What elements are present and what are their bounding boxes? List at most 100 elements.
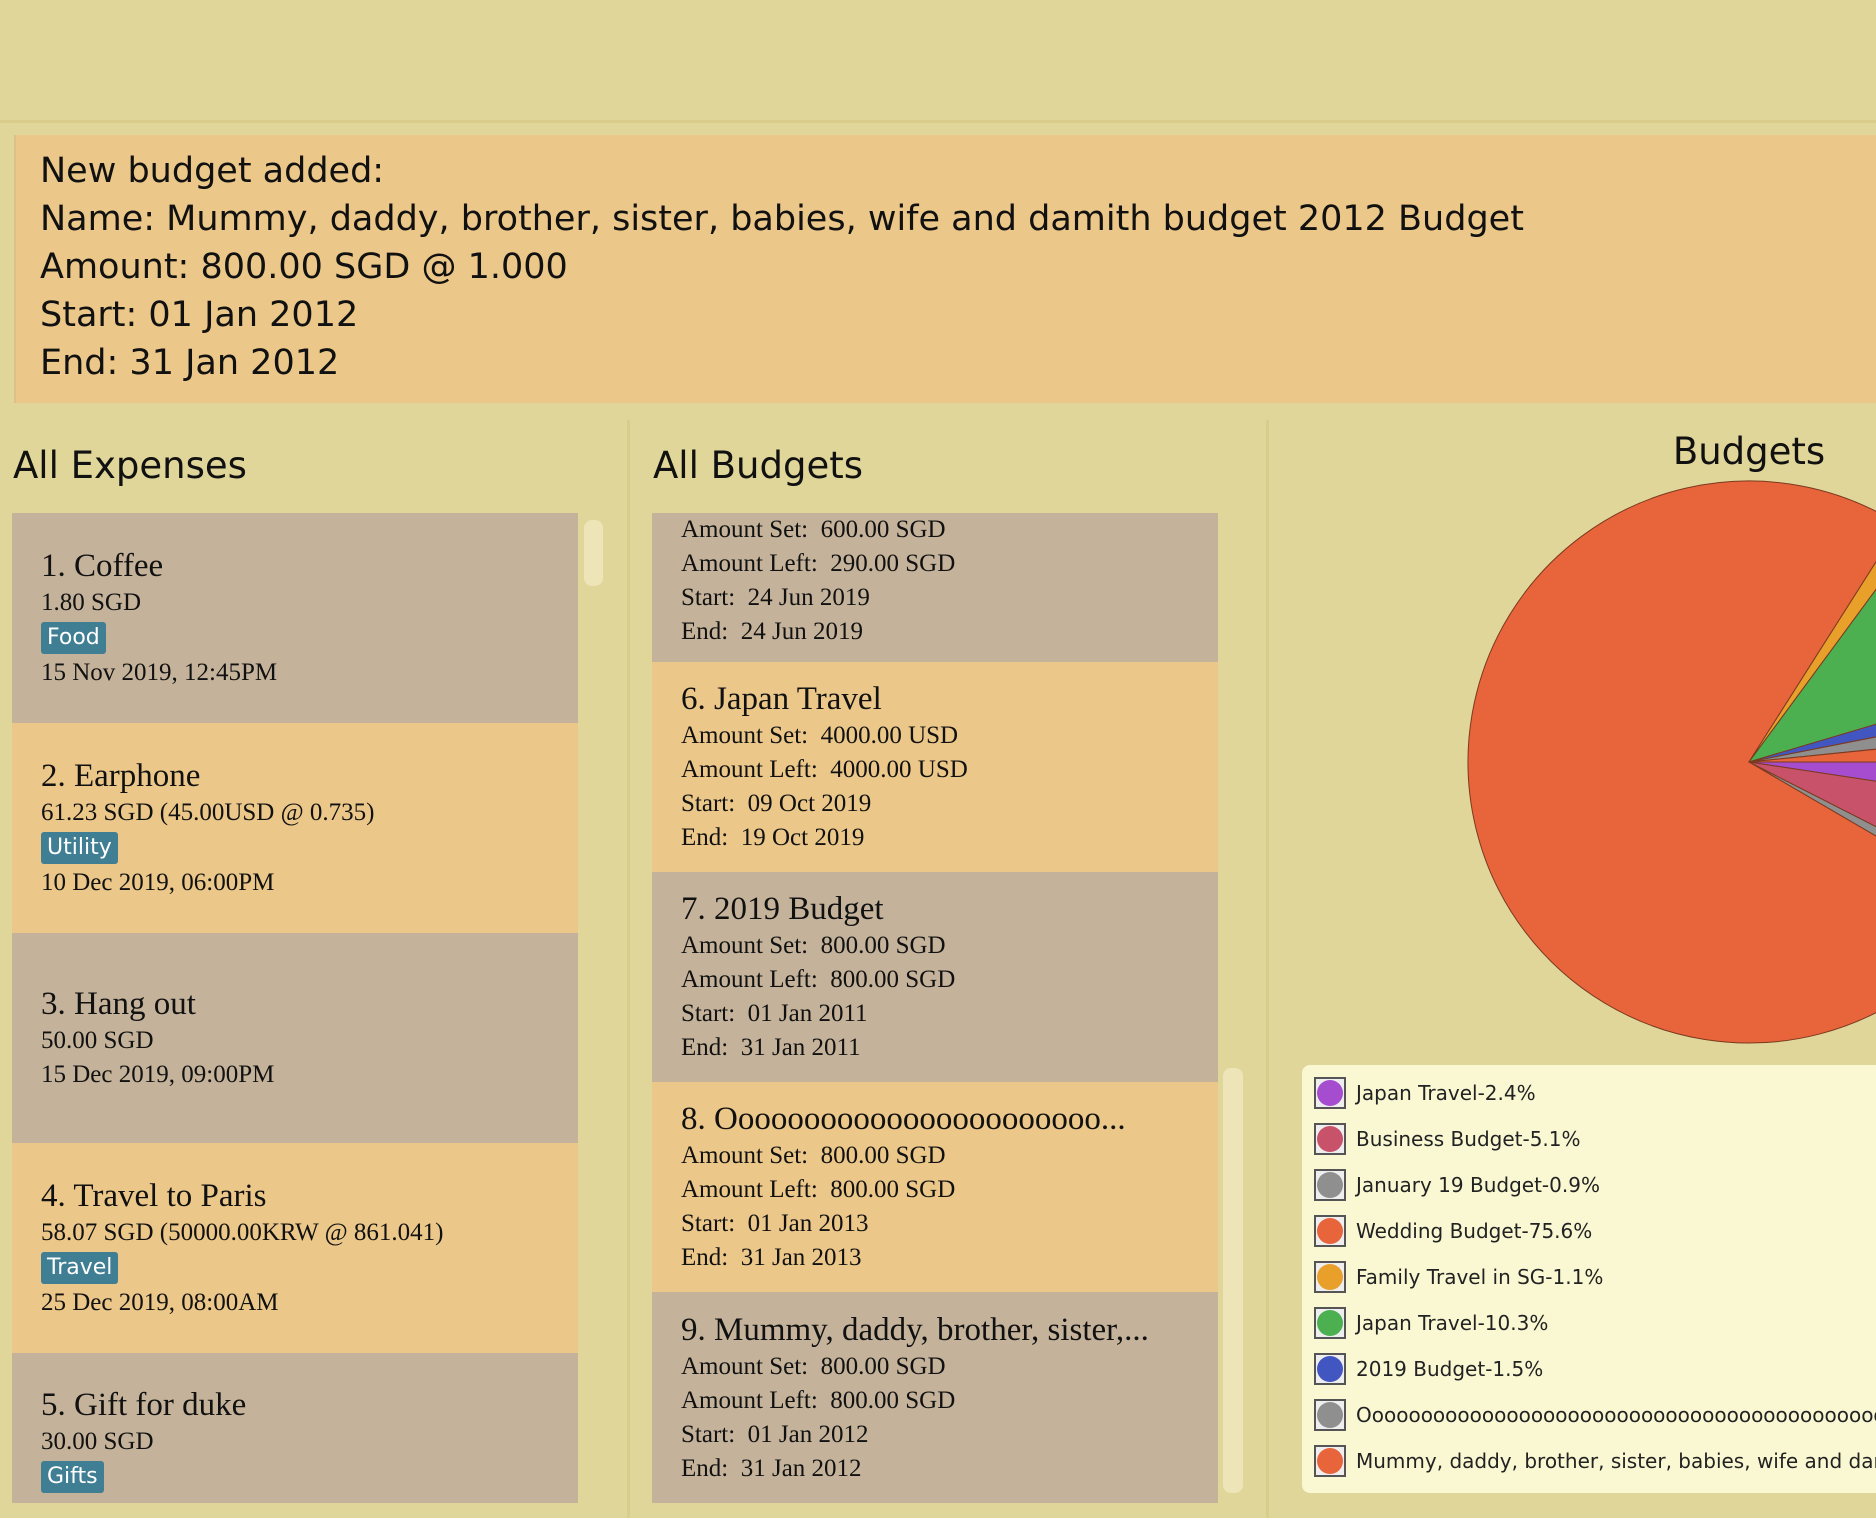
budget-title: 9. Mummy, daddy, brother, sister,... (681, 1311, 1149, 1348)
pie-slice (1747, 588, 1876, 763)
result-line: Amount: 800.00 SGD @ 1.000 (40, 247, 568, 287)
expense-amount: 1.80 SGD (41, 589, 142, 616)
expense-amount: 58.07 SGD (50000.00KRW @ 861.041) (41, 1219, 444, 1246)
expense-title: 2. Earphone (41, 758, 201, 794)
legend-icon (1314, 1123, 1346, 1155)
expense-list: 1. Coffee 1.80 SGD Food 15 Nov 2019, 12:45P… (12, 513, 578, 1503)
legend-label: Japan Travel-2.4% (1356, 1081, 1536, 1105)
panel-title: All Expenses (13, 444, 247, 487)
budget-line: Start: 24 Jun 2019 (681, 584, 870, 611)
pie-slice (1467, 480, 1876, 1044)
budget-line: Amount Left: 800.00 SGD (681, 966, 956, 993)
legend-swatch (1317, 1172, 1343, 1198)
tag: Utility (41, 832, 118, 864)
legend-label: Oooooooooooooooooooooooooooooooooooooooo… (1356, 1403, 1876, 1427)
budget-line: Amount Left: 4000.00 USD (681, 756, 968, 783)
legend-label: Business Budget-5.1% (1356, 1127, 1581, 1151)
legend-item: Oooooooooooooooooooooooooooooooooooooooo… (1314, 1395, 1876, 1435)
legend-swatch (1317, 1218, 1343, 1244)
budget-line: End: 31 Jan 2011 (681, 1034, 861, 1061)
divider (1266, 420, 1269, 1518)
chart-title: Budgets (1673, 430, 1825, 473)
expense-date: 10 Dec 2019, 06:00PM (41, 869, 275, 896)
legend-swatch (1317, 1448, 1343, 1474)
expense-date: 15 Nov 2019, 12:45PM (41, 659, 278, 686)
legend-swatch (1317, 1402, 1343, 1428)
expense-card[interactable]: 5. Gift for duke 30.00 SGD Gifts (12, 1353, 578, 1503)
budget-title: 8. Ooooooooooooooooooooooo... (681, 1101, 1126, 1137)
budget-line: Start: 09 Oct 2019 (681, 790, 872, 817)
budget-card[interactable]: 6. Japan Travel Amount Set: 4000.00 USD Am… (652, 662, 1218, 872)
expense-card[interactable]: 2. Earphone 61.23 SGD (45.00USD @ 0.735) U… (12, 723, 578, 933)
budget-line: End: 19 Oct 2019 (681, 824, 865, 851)
expense-card[interactable]: 3. Hang out 50.00 SGD 15 Dec 2019, 09:00PM (12, 933, 578, 1143)
legend-item: 2019 Budget-1.5% (1314, 1349, 1543, 1389)
expense-card[interactable]: 1. Coffee 1.80 SGD Food 15 Nov 2019, 12:45P… (12, 513, 578, 723)
budget-line: Start: 01 Jan 2012 (681, 1420, 869, 1448)
budget-line: Start: 01 Jan 2013 (681, 1210, 869, 1237)
result-line: Start: 01 Jan 2012 (40, 295, 359, 335)
legend: Japan Travel-2.4% Business Budget-5.1% Jan… (1302, 1065, 1876, 1493)
tag: Gifts (41, 1461, 104, 1493)
legend-item: Business Budget-5.1% (1314, 1119, 1581, 1159)
expense-title: 1. Coffee (41, 548, 164, 584)
budget-line: Amount Set: 4000.00 USD (681, 722, 959, 749)
budget-line: Start: 01 Jan 2011 (681, 1000, 868, 1027)
legend-swatch (1317, 1310, 1343, 1336)
pie-slice (1748, 723, 1876, 763)
pie-slice (1748, 736, 1876, 763)
legend-icon (1314, 1445, 1346, 1477)
budget-card[interactable]: 8. Ooooooooooooooooooooooo... Amount Set:… (652, 1082, 1218, 1292)
legend-icon (1314, 1261, 1346, 1293)
pie-chart: Budgets (1467, 430, 1876, 1044)
legend-swatch (1317, 1264, 1343, 1290)
divider (627, 420, 630, 1518)
legend-label: Wedding Budget-75.6% (1356, 1219, 1593, 1243)
legend-label: Family Travel in SG-1.1% (1356, 1265, 1604, 1289)
legend-icon (1314, 1307, 1346, 1339)
legend-icon (1314, 1215, 1346, 1247)
expense-amount: 30.00 SGD (41, 1428, 154, 1455)
budget-card[interactable]: 9. Mummy, daddy, brother, sister,... Amou… (652, 1292, 1218, 1503)
legend-swatch (1317, 1126, 1343, 1152)
legend-swatch (1317, 1080, 1343, 1106)
budget-list: Amount Set: 600.00 SGD Amount Left: 290.0… (652, 513, 1218, 1503)
legend-label: Mummy, daddy, brother, sister, babies, w… (1356, 1449, 1876, 1473)
result-display: New budget added: Name: Mummy, daddy, bro… (14, 135, 1876, 403)
result-line: Name: Mummy, daddy, brother, sister, bab… (40, 199, 1524, 239)
toolbar (0, 0, 1876, 123)
budget-line: Amount Set: 600.00 SGD (681, 516, 946, 543)
budget-title: 6. Japan Travel (681, 681, 882, 717)
expense-title: 3. Hang out (41, 986, 196, 1022)
scrollbar[interactable] (584, 520, 603, 586)
budget-line: Amount Left: 800.00 SGD (681, 1176, 956, 1203)
budget-card[interactable]: Amount Set: 600.00 SGD Amount Left: 290.0… (652, 513, 1218, 662)
budget-line: End: 31 Jan 2012 (681, 1454, 862, 1482)
expense-title: 5. Gift for duke (41, 1387, 247, 1423)
budget-line: Amount Set: 800.00 SGD (681, 932, 946, 959)
budget-line: End: 31 Jan 2013 (681, 1244, 862, 1271)
scrollbar[interactable] (1223, 1068, 1243, 1493)
tag: Travel (41, 1252, 119, 1284)
legend-icon (1314, 1353, 1346, 1385)
tag: Food (41, 622, 106, 654)
expense-date: 15 Dec 2019, 09:00PM (41, 1061, 275, 1088)
legend-icon (1314, 1399, 1346, 1431)
expense-card[interactable]: 4. Travel to Paris 58.07 SGD (50000.00KRW… (12, 1143, 578, 1353)
budget-line: Amount Set: 800.00 SGD (681, 1352, 946, 1380)
expense-amount: 61.23 SGD (45.00USD @ 0.735) (41, 799, 375, 826)
legend-label: Japan Travel-10.3% (1356, 1311, 1549, 1335)
legend-swatch (1317, 1356, 1343, 1382)
legend-item: Japan Travel-2.4% (1314, 1073, 1536, 1113)
budget-card[interactable]: 7. 2019 Budget Amount Set: 800.00 SGD Amou… (652, 872, 1218, 1082)
legend-icon (1314, 1077, 1346, 1109)
budget-line: Amount Left: 290.00 SGD (681, 550, 956, 577)
legend-item: Family Travel in SG-1.1% (1314, 1257, 1603, 1297)
legend-item: Wedding Budget-75.6% (1314, 1211, 1592, 1251)
budget-line: Amount Set: 800.00 SGD (681, 1142, 946, 1169)
budget-title: 7. 2019 Budget (681, 891, 884, 927)
legend-item: Japan Travel-10.3% (1314, 1303, 1548, 1343)
budget-line: End: 24 Jun 2019 (681, 618, 863, 645)
result-line: New budget added: (40, 151, 385, 191)
